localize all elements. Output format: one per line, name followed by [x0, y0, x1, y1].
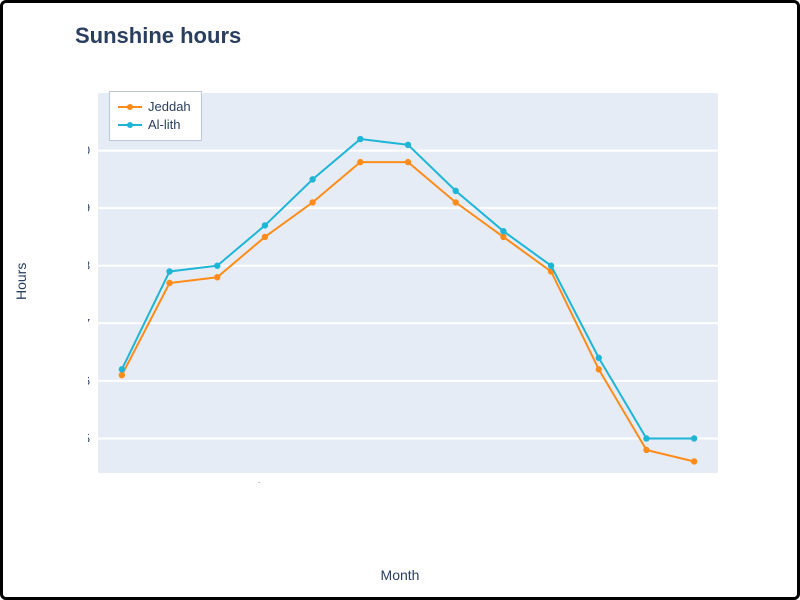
- svg-text:June: June: [333, 480, 363, 483]
- svg-text:November: November: [547, 480, 600, 483]
- plot-svg: 5 6 7 8 9 10 JanuaryFebruary March April May June J…: [88, 83, 738, 483]
- plot-area: 5 6 7 8 9 10 JanuaryFebruary March April May June J…: [88, 83, 738, 483]
- legend-label: Jeddah: [148, 98, 191, 116]
- chart-frame: Sunshine hours Hours 5 6 7 8 9 10 JanuaryFebru…: [0, 0, 800, 600]
- legend-swatch-jeddah: [118, 102, 142, 112]
- legend: Jeddah Al-lith: [109, 91, 202, 141]
- chart-title: Sunshine hours: [75, 23, 241, 49]
- svg-text:Yearly: Yearly: [661, 480, 696, 483]
- y-axis-label: Hours: [13, 263, 29, 300]
- svg-text:January: January: [88, 480, 124, 483]
- svg-text:6: 6: [88, 374, 90, 388]
- svg-text:August: August: [419, 480, 458, 483]
- legend-swatch-allith: [118, 120, 142, 130]
- svg-text:February: February: [124, 480, 171, 483]
- svg-text:July: July: [384, 480, 410, 483]
- svg-text:7: 7: [88, 316, 90, 330]
- legend-item-allith[interactable]: Al-lith: [118, 116, 191, 134]
- svg-text:March: March: [184, 480, 219, 483]
- legend-item-jeddah[interactable]: Jeddah: [118, 98, 191, 116]
- svg-text:April: April: [239, 480, 267, 483]
- legend-label: Al-lith: [148, 116, 181, 134]
- svg-text:10: 10: [88, 144, 90, 158]
- x-axis-label: Month: [3, 567, 797, 583]
- svg-text:September: September: [449, 480, 505, 483]
- svg-text:9: 9: [88, 201, 90, 215]
- svg-text:October: October: [510, 480, 553, 483]
- svg-text:December: December: [595, 480, 648, 483]
- svg-text:May: May: [288, 480, 315, 483]
- svg-text:8: 8: [88, 259, 90, 273]
- svg-text:5: 5: [88, 431, 90, 445]
